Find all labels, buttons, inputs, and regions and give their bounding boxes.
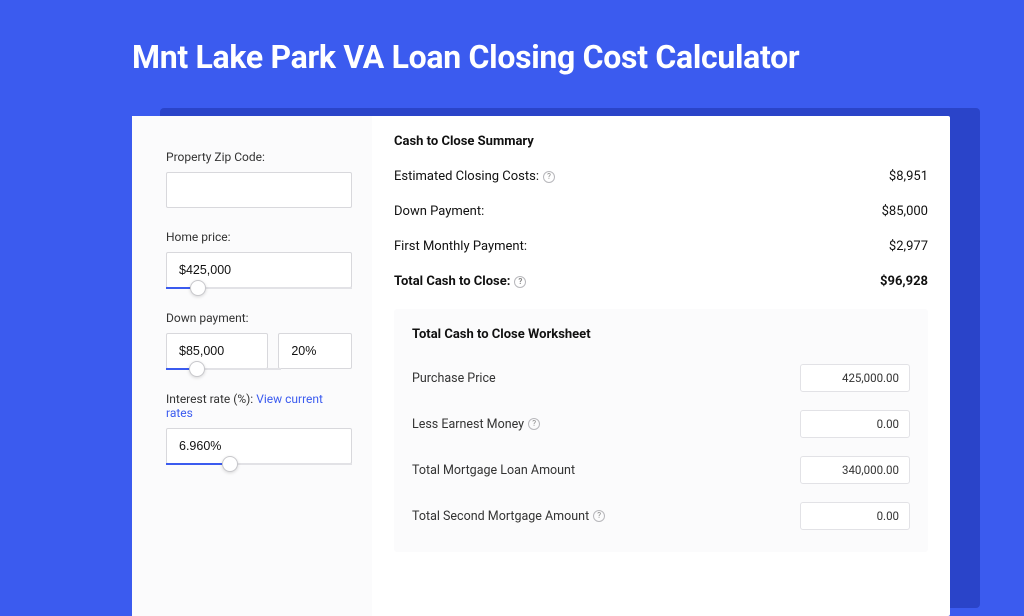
- slider-fill: [166, 463, 222, 465]
- interest-rate-input-wrap[interactable]: [166, 428, 352, 464]
- calculator-card: Property Zip Code: Home price: Down paym…: [132, 116, 950, 616]
- inputs-panel: Property Zip Code: Home price: Down paym…: [132, 116, 372, 616]
- home-price-input[interactable]: [179, 263, 339, 277]
- down-payment-label: Down payment:: [166, 311, 352, 325]
- worksheet-row-label: Purchase Price: [412, 371, 496, 386]
- down-payment-pct-wrap[interactable]: [278, 333, 352, 369]
- worksheet-row-label: Total Mortgage Loan Amount: [412, 463, 575, 478]
- summary-title: Cash to Close Summary: [394, 134, 928, 149]
- worksheet-panel: Total Cash to Close Worksheet Purchase P…: [394, 309, 928, 552]
- down-payment-pct-input[interactable]: [291, 344, 339, 358]
- zip-group: Property Zip Code:: [166, 150, 352, 208]
- results-panel: Cash to Close Summary Estimated Closing …: [372, 116, 950, 616]
- interest-rate-input[interactable]: [179, 439, 339, 453]
- worksheet-row: Purchase Price 425,000.00: [412, 364, 910, 392]
- worksheet-row: Total Mortgage Loan Amount 340,000.00: [412, 456, 910, 484]
- page-header: Mnt Lake Park VA Loan Closing Cost Calcu…: [0, 0, 1024, 100]
- help-icon[interactable]: ?: [514, 276, 526, 288]
- home-price-slider[interactable]: [166, 287, 352, 289]
- worksheet-row-label: Total Second Mortgage Amount ?: [412, 509, 605, 524]
- summary-row-label: Down Payment:: [394, 204, 484, 219]
- interest-rate-label-text: Interest rate (%):: [166, 392, 253, 406]
- summary-total-label: Total Cash to Close: ?: [394, 274, 526, 289]
- summary-row-value: $2,977: [889, 239, 928, 254]
- page-title: Mnt Lake Park VA Loan Closing Cost Calcu…: [132, 38, 1024, 76]
- down-payment-input-wrap[interactable]: [166, 333, 268, 369]
- summary-row-value: $8,951: [889, 169, 928, 184]
- slider-thumb[interactable]: [222, 456, 238, 472]
- summary-total-row: Total Cash to Close: ? $96,928: [394, 274, 928, 289]
- down-payment-slider[interactable]: [166, 368, 281, 370]
- help-icon[interactable]: ?: [528, 418, 540, 430]
- summary-row: Down Payment: $85,000: [394, 204, 928, 219]
- slider-thumb[interactable]: [190, 280, 206, 296]
- interest-rate-group: Interest rate (%): View current rates: [166, 392, 352, 465]
- interest-rate-label: Interest rate (%): View current rates: [166, 392, 352, 420]
- worksheet-row-label: Less Earnest Money ?: [412, 417, 540, 432]
- zip-input[interactable]: [179, 183, 339, 197]
- home-price-label: Home price:: [166, 230, 352, 244]
- worksheet-row-value[interactable]: 0.00: [800, 502, 910, 530]
- down-payment-input[interactable]: [179, 344, 255, 358]
- zip-input-wrap[interactable]: [166, 172, 352, 208]
- worksheet-title: Total Cash to Close Worksheet: [412, 327, 910, 342]
- worksheet-row-value[interactable]: 340,000.00: [800, 456, 910, 484]
- worksheet-row-value[interactable]: 0.00: [800, 410, 910, 438]
- zip-label: Property Zip Code:: [166, 150, 352, 164]
- slider-fill: [166, 368, 189, 370]
- home-price-group: Home price:: [166, 230, 352, 289]
- summary-row: Estimated Closing Costs: ? $8,951: [394, 169, 928, 184]
- worksheet-row-value[interactable]: 425,000.00: [800, 364, 910, 392]
- slider-fill: [166, 287, 190, 289]
- interest-rate-slider[interactable]: [166, 463, 352, 465]
- summary-row-label: First Monthly Payment:: [394, 239, 527, 254]
- help-icon[interactable]: ?: [543, 171, 555, 183]
- down-payment-group: Down payment:: [166, 311, 352, 370]
- worksheet-row: Total Second Mortgage Amount ? 0.00: [412, 502, 910, 530]
- slider-thumb[interactable]: [189, 361, 205, 377]
- summary-row: First Monthly Payment: $2,977: [394, 239, 928, 254]
- summary-row-value: $85,000: [882, 204, 928, 219]
- summary-row-label: Estimated Closing Costs: ?: [394, 169, 555, 184]
- worksheet-row: Less Earnest Money ? 0.00: [412, 410, 910, 438]
- summary-total-value: $96,928: [880, 274, 928, 289]
